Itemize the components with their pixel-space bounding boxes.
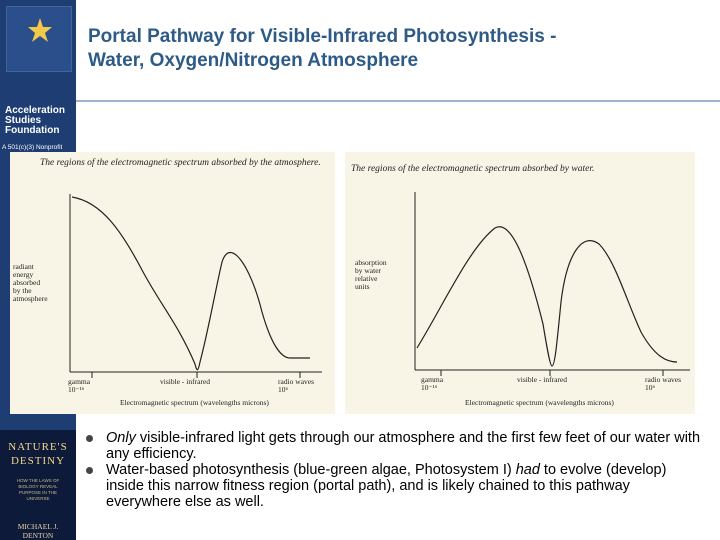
ylabel-line: absorbed <box>13 278 41 287</box>
org-name-line2: Studies <box>5 115 42 126</box>
tick-label-gamma-text: gamma <box>68 377 91 386</box>
org-name-line3: Foundation <box>5 125 60 136</box>
figure-water: The regions of the electromagnetic spect… <box>345 152 695 414</box>
figure-atmosphere-caption: The regions of the electromagnetic spect… <box>40 158 321 168</box>
figure-water-caption: The regions of the electromagnetic spect… <box>351 164 595 174</box>
figure-atmosphere-plot <box>69 194 322 378</box>
slide-title-line1: Portal Pathway for Visible-Infrared Phot… <box>88 26 557 47</box>
bullet-list: Only visible-infrared light gets through… <box>84 430 704 510</box>
ylabel-line: radiant <box>13 262 34 271</box>
tick-label-gamma: gamma 10⁻¹⁶ <box>68 378 90 394</box>
bullet-dot-icon <box>86 435 93 442</box>
bullet-text: to evolve (develop) inside this narrow f… <box>106 462 667 510</box>
figure-atmosphere: The regions of the electromagnetic spect… <box>10 152 335 414</box>
tick-label-radio: radio waves 10⁶ <box>645 376 681 392</box>
book-title-line1: NATURE'S <box>8 441 68 453</box>
foundation-logo <box>6 6 72 72</box>
book-cover: NATURE'S DESTINY HOW THE LAWS OF BIOLOGY… <box>0 430 76 540</box>
book-author: MICHAEL J. DENTON <box>17 522 59 540</box>
title-divider <box>76 100 720 102</box>
slide-title: Portal Pathway for Visible-Infrared Phot… <box>88 25 688 73</box>
org-name-line1: Acceleration <box>5 105 66 116</box>
book-title-line2: DESTINY <box>10 455 66 467</box>
ylabel-line: relative <box>355 274 378 283</box>
absorption-curve <box>416 226 678 367</box>
tick-label-radio-text: radio waves <box>278 377 315 386</box>
absorption-curve <box>71 196 310 371</box>
slide-title-line2: Water, Oxygen/Nitrogen Atmosphere <box>88 50 419 71</box>
ylabel-line: by water <box>355 266 382 275</box>
bullet-emphasis: Only <box>106 430 136 446</box>
ylabel-line: units <box>355 282 370 291</box>
book-subtitle: HOW THE LAWS OF BIOLOGY REVEAL PURPOSE I… <box>16 478 60 501</box>
tick-label-gamma-value: 10⁻¹⁶ <box>68 385 85 394</box>
star-icon <box>28 18 52 42</box>
tick-label-visible: visible - infrared <box>160 377 210 386</box>
figure-atmosphere-xlabel: Electromagnetic spectrum (wavelengths mi… <box>120 398 269 407</box>
figure-water-ylabel: absorption by water relative units <box>355 259 415 291</box>
tick-label-radio: radio waves 10⁶ <box>278 378 314 394</box>
tick-label-radio-value: 10⁶ <box>645 383 656 392</box>
ylabel-line: absorption <box>355 258 387 267</box>
figure-water-plot <box>414 192 690 376</box>
bullet-text: Water-based photosynthesis (blue-green a… <box>106 462 516 478</box>
bullet-dot-icon <box>86 467 93 474</box>
book-title: NATURE'S DESTINY <box>6 440 70 468</box>
figure-atmosphere-ylabel: radiant energy absorbed by the atmospher… <box>13 263 68 303</box>
bullet-emphasis: had <box>515 462 540 478</box>
bullet-text: visible-infrared light gets through our … <box>106 430 701 462</box>
tick-label-radio-text: radio waves <box>645 375 682 384</box>
bullet-item: Water-based photosynthesis (blue-green a… <box>84 462 704 510</box>
tick-label-gamma-text: gamma <box>421 375 444 384</box>
bullet-item: Only visible-infrared light gets through… <box>84 430 704 462</box>
tick-label-gamma: gamma 10⁻¹⁶ <box>421 376 443 392</box>
tick-label-visible: visible - infrared <box>517 375 567 384</box>
ylabel-line: by the <box>13 286 32 295</box>
tick-label-gamma-value: 10⁻¹⁶ <box>421 383 438 392</box>
org-name: Acceleration Studies Foundation <box>5 106 75 136</box>
figure-water-xlabel: Electromagnetic spectrum (wavelengths mi… <box>465 398 614 407</box>
ylabel-line: atmosphere <box>13 294 48 303</box>
org-tagline: A 501(c)(3) Nonprofit <box>2 144 63 151</box>
ylabel-line: energy <box>13 270 34 279</box>
tick-label-radio-value: 10⁶ <box>278 385 289 394</box>
